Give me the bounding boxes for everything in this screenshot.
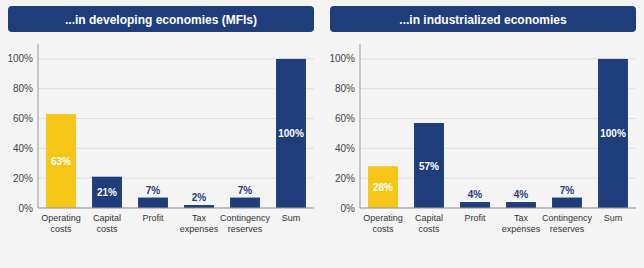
y-tick-label: 0%: [19, 203, 34, 214]
x-axis-line: [360, 208, 636, 209]
x-tick-label: Capitalcosts: [415, 213, 443, 234]
data-label: 7%: [146, 185, 161, 196]
grid-line: [360, 118, 636, 119]
bars: [368, 59, 628, 208]
title-banner: [330, 6, 636, 32]
grid-line: [360, 88, 636, 89]
y-axis-line: [360, 44, 361, 208]
y-tick-label: 40%: [335, 143, 355, 154]
y-tick-label: 100%: [7, 53, 33, 64]
grid-line: [38, 118, 314, 119]
x-tick-label: Sum: [604, 213, 623, 223]
x-tick-label: Contingencyreserves: [542, 213, 593, 234]
grid-line: [360, 178, 636, 179]
bar: [230, 198, 260, 208]
title-banner: [8, 6, 314, 32]
bar: [276, 59, 306, 208]
bar: [460, 202, 490, 208]
chart-panel: ...in industrialized economies 0% 20% 40% 60…: [329, 6, 636, 234]
bar: [138, 198, 168, 208]
bar: [46, 114, 76, 208]
x-tick-label: Sum: [282, 213, 301, 223]
bar: [598, 59, 628, 208]
bar: [368, 166, 398, 208]
chart-root: ...in developing economies (MFIs) 0% 20% 40…: [0, 0, 644, 268]
y-tick-label: 20%: [335, 173, 355, 184]
data-label: 7%: [238, 185, 253, 196]
x-tick-label: Profit: [142, 213, 164, 223]
grid-line: [360, 148, 636, 149]
grid-line: [38, 148, 314, 149]
chart-svg: ...in developing economies (MFIs) 0% 20% 40…: [0, 0, 644, 268]
x-tick-label: Taxexpenses: [502, 213, 541, 234]
data-label: 28%: [373, 182, 393, 193]
x-axis-line: [38, 208, 314, 209]
data-label: 2%: [192, 192, 207, 203]
bars: [46, 59, 306, 208]
data-label: 100%: [600, 128, 626, 139]
data-label: 4%: [468, 189, 483, 200]
chart-panel: ...in developing economies (MFIs) 0% 20% 40…: [7, 6, 314, 234]
y-tick-label: 80%: [335, 83, 355, 94]
grid-line: [360, 58, 636, 59]
chart-title: ...in industrialized economies: [399, 13, 567, 27]
x-tick-label: Contingencyreserves: [220, 213, 271, 234]
data-label: 4%: [514, 189, 529, 200]
data-labels: 28% 57% 4% 4% 7% 100%: [373, 128, 626, 200]
y-tick-label: 20%: [13, 173, 33, 184]
x-tick-label: Capitalcosts: [93, 213, 121, 234]
bar: [92, 177, 122, 208]
grid-line: [38, 58, 314, 59]
y-tick-label: 0%: [341, 203, 356, 214]
y-tick-label: 80%: [13, 83, 33, 94]
grid-line: [38, 208, 314, 209]
bar: [552, 198, 582, 208]
y-tick-label: 60%: [13, 113, 33, 124]
bar: [414, 123, 444, 208]
y-axis-line: [38, 44, 39, 208]
grid-line: [38, 178, 314, 179]
x-tick-label: Operatingcosts: [41, 213, 81, 234]
data-label: 7%: [560, 185, 575, 196]
x-tick-label: Operatingcosts: [363, 213, 403, 234]
data-label: 57%: [419, 161, 439, 172]
chart-title: ...in developing economies (MFIs): [65, 13, 257, 27]
x-tick-label: Profit: [464, 213, 486, 223]
y-tick-label: 60%: [335, 113, 355, 124]
data-label: 100%: [278, 128, 304, 139]
bar: [506, 202, 536, 208]
y-tick-label: 100%: [329, 53, 355, 64]
x-tick-label: Taxexpenses: [180, 213, 219, 234]
data-label: 21%: [97, 187, 117, 198]
data-labels: 63% 21% 7% 2% 7% 100%: [51, 128, 304, 203]
y-tick-label: 40%: [13, 143, 33, 154]
data-label: 63%: [51, 156, 71, 167]
grid-line: [38, 88, 314, 89]
grid-line: [360, 208, 636, 209]
